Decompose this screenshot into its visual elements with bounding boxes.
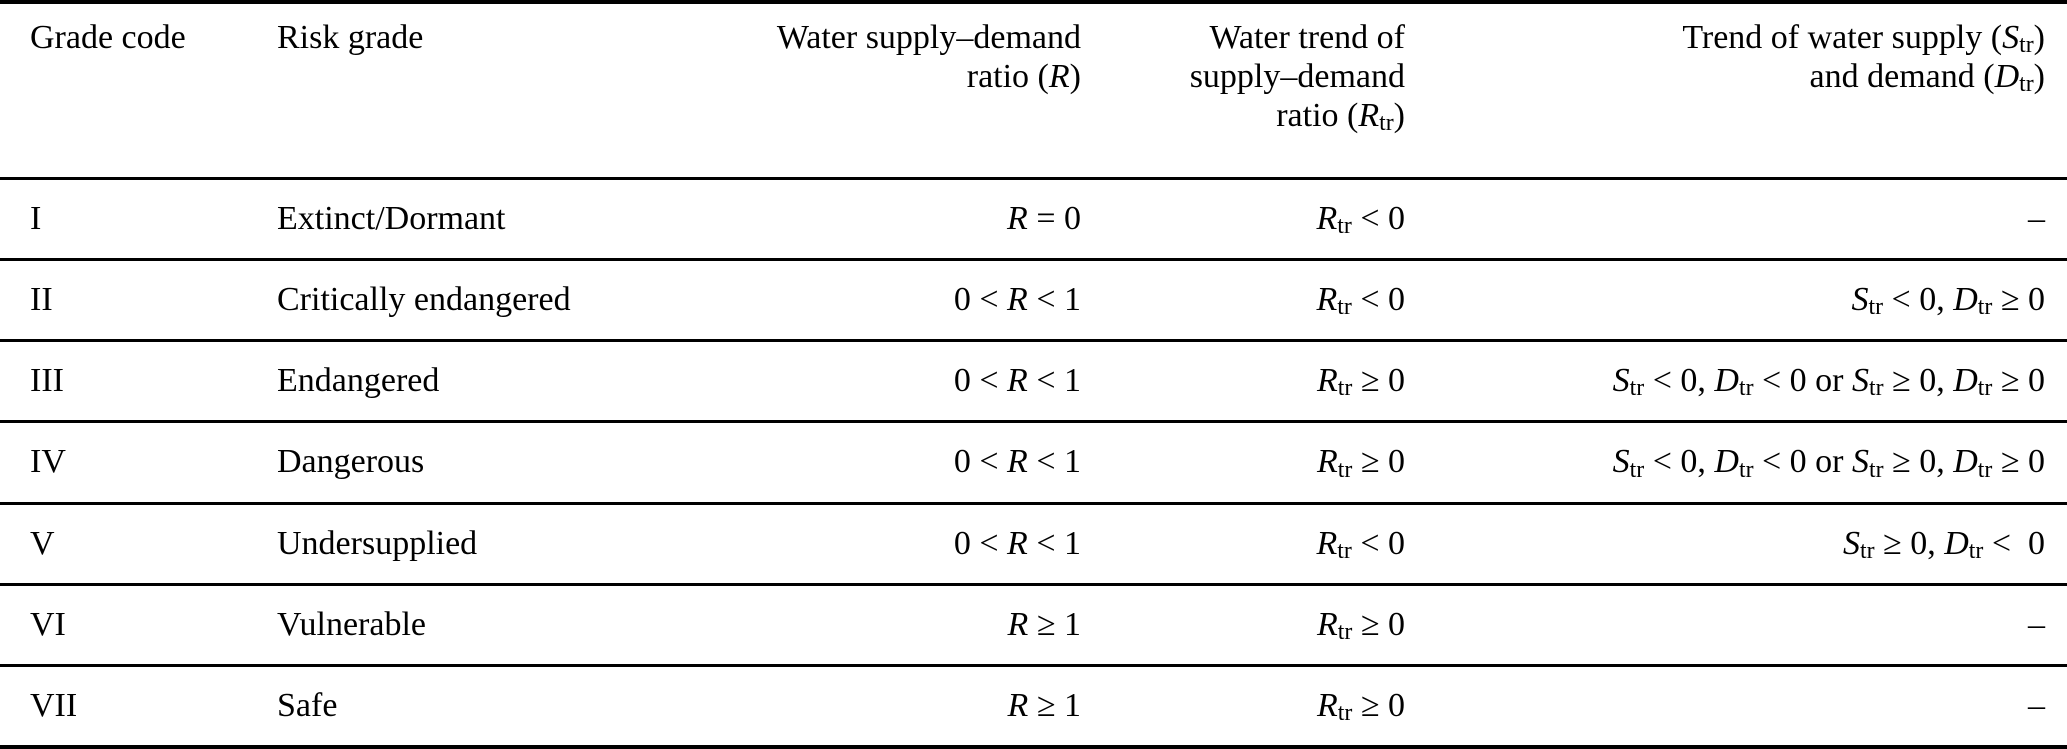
ratio-trend-cell: Rtr < 0 xyxy=(1090,503,1414,586)
supply-demand-trend-cell: – xyxy=(1414,584,2067,668)
ratio-cell: R ≥ 1 xyxy=(1007,687,1081,725)
header-line: Grade code xyxy=(30,19,186,56)
header-line: supply–demand xyxy=(1189,58,1405,95)
supply-demand-trend-cell: – xyxy=(1414,178,2067,261)
ratio-trend-cell: Rtr ≥ 0 xyxy=(1090,340,1414,424)
grade-code-cell: I xyxy=(0,178,260,261)
ratio-trend-cell: Rtr < 0 xyxy=(1090,259,1414,343)
ratio-trend-cell: Rtr ≥ 0 xyxy=(1317,687,1405,727)
table-body: I Extinct/Dormant R = 0 Rtr < 0 – II Cri… xyxy=(0,178,2067,747)
ratio-cell: R ≥ 1 xyxy=(700,584,1090,668)
grade-code-cell: VI xyxy=(0,584,260,668)
risk-grade-cell: Undersupplied xyxy=(260,503,700,586)
ratio-trend-cell: Rtr ≥ 0 xyxy=(1090,584,1414,668)
ratio-cell: 0 < R < 1 xyxy=(700,259,1090,343)
risk-grade-cell: Extinct/Dormant xyxy=(260,178,700,261)
supply-demand-trend-cell: Str < 0, Dtr < 0 or Str ≥ 0, Dtr ≥ 0 xyxy=(1414,421,2067,505)
risk-grade-cell: Dangerous xyxy=(260,421,700,505)
ratio-trend-cell: Rtr < 0 xyxy=(1090,178,1414,261)
col-header-supply-demand-trend: Trend of water supply (Str) and demand (… xyxy=(1414,2,2067,180)
supply-demand-trend-cell: Str ≥ 0, Dtr < 0 xyxy=(1414,503,2067,586)
col-header-ratio-trend: Water trend of supply–demand ratio (Rtr) xyxy=(1090,2,1414,180)
header-row: Grade code Risk grade Water supply–deman… xyxy=(0,2,2067,180)
grade-code-cell: IV xyxy=(0,421,260,505)
header-line: Water trend of xyxy=(1209,19,1406,56)
ratio-cell: 0 < R < 1 xyxy=(700,340,1090,424)
grade-code-cell: V xyxy=(0,503,260,586)
header-line: Water supply–demand xyxy=(776,19,1081,56)
header-line: ratio (Rtr) xyxy=(1276,97,1405,137)
risk-grade-cell: Safe xyxy=(277,687,338,725)
grade-code-cell: VII xyxy=(30,687,78,725)
risk-grade-cell: Critically endangered xyxy=(260,259,700,343)
header-line: Risk grade xyxy=(277,19,424,56)
supply-demand-trend-cell: – xyxy=(2028,687,2045,725)
supply-demand-trend-cell: Str < 0, Dtr ≥ 0 xyxy=(1414,259,2067,343)
ratio-cell: 0 < R < 1 xyxy=(700,503,1090,586)
grade-code-cell: II xyxy=(0,259,260,343)
ratio-trend-cell: Rtr ≥ 0 xyxy=(1090,421,1414,505)
table-row: VII Safe R ≥ 1 Rtr ≥ 0 – xyxy=(0,666,2067,747)
table-row: IV Dangerous 0 < R < 1 Rtr ≥ 0 Str < 0, … xyxy=(0,421,2067,505)
table-row: VI Vulnerable R ≥ 1 Rtr ≥ 0 – xyxy=(0,584,2067,668)
risk-grade-cell: Endangered xyxy=(260,340,700,424)
table-row: V Undersupplied 0 < R < 1 Rtr < 0 Str ≥ … xyxy=(0,503,2067,586)
table-row: III Endangered 0 < R < 1 Rtr ≥ 0 Str < 0… xyxy=(0,340,2067,424)
header-line: ratio (R) xyxy=(966,58,1081,95)
col-header-risk-grade: Risk grade xyxy=(260,2,700,180)
supply-demand-trend-cell: Str < 0, Dtr < 0 or Str ≥ 0, Dtr ≥ 0 xyxy=(1414,340,2067,424)
ratio-cell: R = 0 xyxy=(700,178,1090,261)
table-row: I Extinct/Dormant R = 0 Rtr < 0 – xyxy=(0,178,2067,261)
table-row: II Critically endangered 0 < R < 1 Rtr <… xyxy=(0,259,2067,343)
ratio-cell: 0 < R < 1 xyxy=(700,421,1090,505)
table-header: Grade code Risk grade Water supply–deman… xyxy=(0,2,2067,180)
col-header-supply-demand-ratio: Water supply–demand ratio (R) xyxy=(700,2,1090,180)
risk-grade-cell: Vulnerable xyxy=(260,584,700,668)
col-header-grade-code: Grade code xyxy=(0,2,260,180)
header-line: and demand (Dtr) xyxy=(1809,58,2045,98)
header-line: Trend of water supply (Str) xyxy=(1682,19,2045,59)
grade-code-cell: III xyxy=(0,340,260,424)
